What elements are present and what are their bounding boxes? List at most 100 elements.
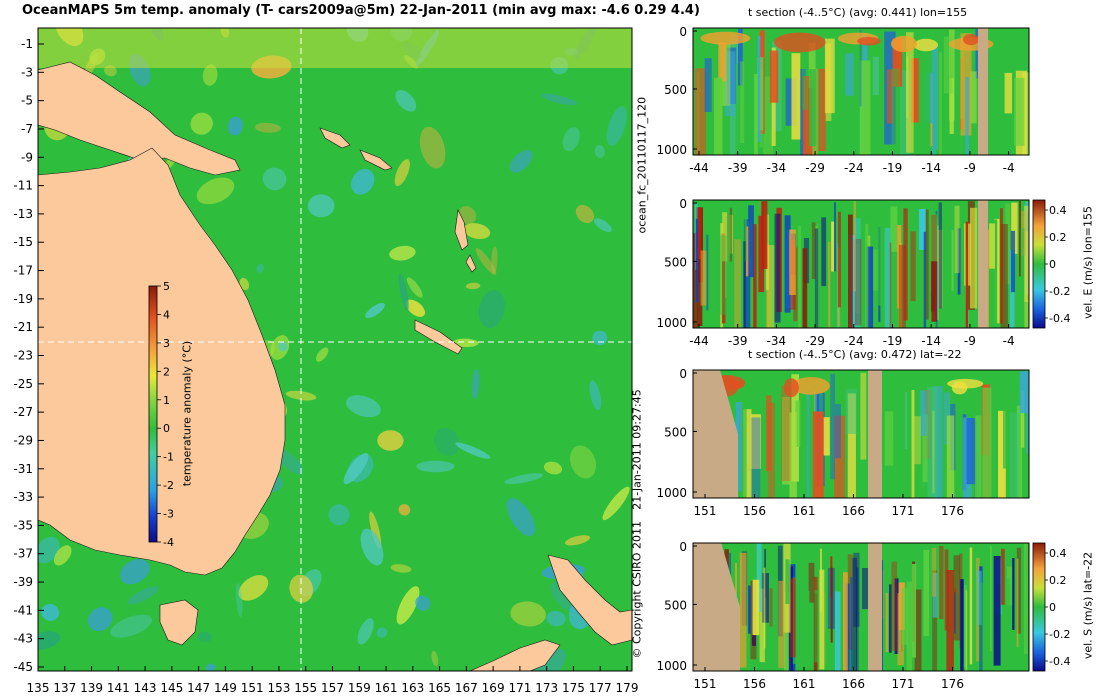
section-x-tick-label: 156: [743, 677, 766, 691]
section-x-tick-label: 166: [842, 504, 865, 518]
panel-1-title: t section (-4..5°C) (avg: 0.441) lon=155: [748, 6, 968, 19]
section-streak: [993, 219, 998, 328]
section-streak: [824, 38, 835, 114]
section-streak: [830, 567, 833, 643]
section-streak: [735, 63, 741, 155]
section-streak: [740, 61, 745, 143]
section-streak: [1020, 227, 1025, 328]
warm-eddy: [569, 445, 597, 479]
section-streak: [935, 210, 938, 328]
lat-tick-label: -29: [13, 433, 33, 447]
section-x-tick-label: -29: [805, 334, 825, 348]
cool-eddy: [120, 558, 150, 585]
section-streak: [802, 33, 808, 110]
section-streak: [979, 582, 984, 671]
section-streak: [910, 231, 916, 302]
velocity-colorbar-tick: -0.4: [1049, 655, 1070, 668]
colorbar-tick-label: -3: [163, 508, 174, 521]
section-streak: [847, 554, 853, 650]
section-land: [693, 543, 740, 671]
section-streak: [906, 581, 912, 671]
colorbar-tick-label: -2: [163, 479, 174, 492]
section-streak: [903, 208, 908, 321]
section-streak: [1000, 224, 1008, 328]
cool-eddy: [594, 145, 605, 158]
warm-eddy: [238, 575, 269, 601]
section-streak: [1012, 558, 1015, 630]
section-streak: [946, 570, 954, 671]
section-streak: [759, 588, 765, 663]
cool-eddy: [606, 106, 627, 146]
map-frame: [37, 27, 633, 672]
section-streak: [744, 215, 747, 262]
section-streak: [937, 229, 943, 308]
section-streak: [752, 579, 760, 636]
section-streak: [806, 394, 810, 498]
warm-eddy: [543, 461, 563, 475]
lon-tick-label: 167: [455, 681, 478, 695]
section-streak: [809, 69, 817, 147]
section-streak: [859, 60, 871, 155]
lat-tick-label: -23: [13, 349, 33, 363]
section-streak: [734, 239, 741, 328]
section-streak: [718, 42, 726, 82]
section-streak: [974, 415, 982, 498]
lat-tick-label: -15: [13, 235, 33, 249]
section-streak: [993, 556, 1001, 666]
section-streak: [790, 578, 796, 658]
cool-eddy: [533, 648, 566, 671]
section-streak: [931, 215, 938, 322]
section-streak: [797, 584, 802, 671]
warm-eddy: [53, 545, 72, 566]
depth-tick-label: 0: [679, 197, 687, 211]
section-streak: [933, 386, 943, 498]
vanuatu: [454, 208, 477, 273]
colorbar-tick-label: 0: [163, 422, 170, 435]
section-streak: [1024, 205, 1029, 302]
section-streak: [808, 42, 816, 88]
cool-eddy: [504, 473, 543, 485]
section-streak: [738, 28, 743, 86]
depth-tick-label: 0: [679, 367, 687, 381]
lon-tick-label: 147: [187, 681, 210, 695]
section-streak: [931, 547, 937, 597]
section-streak: [698, 207, 702, 259]
panel-2-colorbar-label: vel. E (m/s) lon=155: [1081, 206, 1095, 319]
section-x-tick-label: 171: [892, 677, 915, 691]
section-streak: [884, 227, 891, 328]
section-streak: [782, 397, 790, 485]
section-streak: [847, 393, 856, 498]
tasmania: [159, 599, 199, 646]
section-x-tick-label: -14: [921, 334, 941, 348]
map-title: OceanMAPS 5m temp. anomaly (T- cars2009a…: [22, 3, 700, 18]
warm-eddy: [377, 430, 404, 451]
cool-eddy: [87, 607, 113, 632]
section-streak: [965, 221, 968, 328]
section-streak: [920, 390, 928, 436]
lon-tick-label: 161: [375, 681, 398, 695]
new-zealand-south: [469, 639, 561, 671]
section-streak: [789, 229, 796, 295]
section-streak: [932, 572, 938, 618]
lat-tick-label: -39: [13, 575, 33, 589]
section-land: [978, 28, 988, 155]
warm-eddy: [510, 601, 546, 627]
cool-eddy: [360, 528, 384, 566]
section-streak: [953, 555, 960, 641]
section-streak: [1026, 397, 1029, 454]
land-masses: [38, 61, 632, 671]
warm-surface-patch: [947, 378, 984, 389]
section-streak: [993, 66, 998, 155]
depth-tick-label: 500: [664, 255, 687, 269]
cool-eddy: [38, 536, 60, 564]
colorbar-tick-label: -1: [163, 451, 174, 464]
lon-tick-label: 155: [294, 681, 317, 695]
warm-surface-patch: [857, 36, 881, 46]
velocity-colorbar-tick: 0.2: [1049, 231, 1067, 244]
section-streak: [812, 411, 824, 498]
section-streak: [946, 415, 955, 498]
colorbar-tick-label: 2: [163, 365, 170, 378]
new-zealand-north: [547, 554, 632, 646]
section-streak: [763, 76, 773, 155]
